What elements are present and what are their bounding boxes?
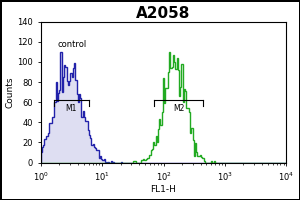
Polygon shape [41,52,286,163]
Title: A2058: A2058 [136,6,191,21]
Y-axis label: Counts: Counts [6,76,15,108]
Text: M1: M1 [66,104,77,113]
X-axis label: FL1-H: FL1-H [151,185,176,194]
Text: M2: M2 [173,104,184,113]
Text: control: control [58,40,87,49]
